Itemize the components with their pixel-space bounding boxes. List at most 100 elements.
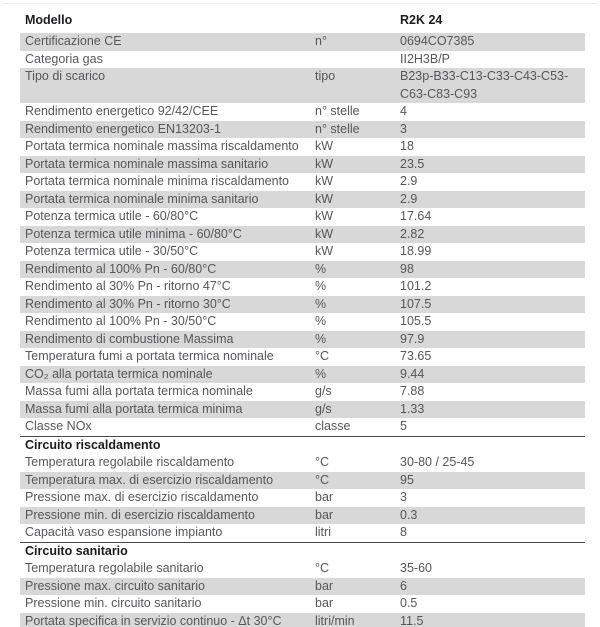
spec-label: Rendimento di combustione Massima: [25, 331, 234, 346]
spec-value: 105.5: [400, 314, 432, 328]
spec-label: Tipo di scarico: [25, 69, 106, 83]
spec-unit: kW: [315, 139, 334, 153]
spec-value: 97.9: [400, 331, 425, 346]
spec-value: 2.9: [400, 191, 418, 206]
table-row: Temperatura regolabile sanitario °C 35-60: [20, 560, 585, 578]
spec-label: Capacità vaso espansione impianto: [25, 525, 223, 539]
table-row: Portata termica nominale minima riscalda…: [20, 173, 585, 191]
spec-label: Pressione min. circuito sanitario: [25, 596, 202, 610]
spec-unit: n°: [315, 34, 327, 48]
spec-unit: °C: [315, 349, 330, 363]
spec-label: CO₂ alla portata termica nominale: [25, 366, 213, 381]
spec-unit: [315, 51, 400, 69]
spec-unit: g/s: [315, 384, 332, 398]
spec-unit: kW: [315, 174, 334, 188]
spec-label: Rendimento al 30% Pn - ritorno 47°C: [25, 279, 231, 293]
spec-label: Temperatura regolabile sanitario: [25, 561, 204, 575]
spec-value: 101.2: [400, 279, 432, 293]
spec-label: Certificazione CE: [25, 34, 122, 48]
spec-value: 17.64: [400, 209, 432, 223]
spec-unit: n° stelle: [315, 121, 360, 136]
spec-value: 9.44: [400, 366, 425, 381]
table-row: Rendimento energetico 92/42/CEE n° stelle…: [20, 103, 585, 121]
spec-unit: bar: [315, 507, 334, 522]
table-row: Pressione max. di esercizio riscaldament…: [20, 489, 585, 507]
spec-label: Temperatura max. di esercizio riscaldame…: [25, 472, 274, 487]
spec-label: Temperatura fumi a portata termica nomin…: [25, 349, 274, 363]
spec-unit: %: [315, 279, 327, 293]
spec-unit: °C: [315, 561, 330, 575]
spec-label: Pressione max. di esercizio riscaldament…: [25, 490, 259, 504]
section-header-row: Circuito riscaldamento: [20, 435, 585, 455]
spec-value: 1.33: [400, 401, 425, 416]
table-row: Pressione min. di esercizio riscaldament…: [20, 506, 585, 524]
table-row: Pressione max. circuito sanitario bar 6: [20, 577, 585, 595]
spec-label: Rendimento al 30% Pn - ritorno 30°C: [25, 296, 231, 311]
header-spacer: [315, 11, 400, 30]
spec-label: Massa fumi alla portata termica nominale: [25, 384, 253, 398]
spec-rows: Certificazione CE n° 0694CO7385 Categoria g…: [20, 33, 585, 627]
spec-label: Temperatura regolabile riscaldamento: [25, 455, 235, 469]
spec-label: Rendimento energetico EN13203-1: [25, 121, 221, 136]
table-row: Portata termica nominale massima riscald…: [20, 138, 585, 156]
table-row: Rendimento al 30% Pn - ritorno 30°C% 107.…: [20, 295, 585, 313]
spec-label: Rendimento energetico 92/42/CEE: [25, 104, 219, 118]
spec-value: II2H3B/P: [400, 51, 451, 66]
spec-unit: kW: [315, 226, 334, 241]
spec-label: Portata termica nominale minima riscalda…: [25, 174, 289, 188]
spec-unit: n° stelle: [315, 104, 360, 118]
spec-value: 11.5: [400, 613, 424, 627]
section-title: Circuito sanitario: [25, 543, 128, 558]
table-row: Temperatura fumi a portata termica nomin…: [20, 348, 585, 366]
spec-label: Classe NOx: [25, 419, 92, 433]
spec-label: Potenza termica utile - 60/80°C: [25, 209, 199, 223]
spec-unit: kW: [315, 209, 334, 223]
spec-unit: %: [315, 314, 327, 328]
spec-value: 18: [400, 139, 414, 153]
spec-value: 6: [400, 578, 407, 593]
spec-label: Portata termica nominale massima sanitar…: [25, 156, 269, 171]
table-row: Capacità vaso espansione impianto litri 8: [20, 524, 585, 542]
spec-table: Modello R2K 24 Certificazione CE n° 0694CO…: [20, 11, 585, 627]
spec-unit: litri: [315, 525, 331, 539]
spec-value: 2.9: [400, 174, 418, 188]
table-header-row: Modello R2K 24: [20, 11, 585, 30]
spec-unit: °C: [315, 472, 330, 487]
table-row: Temperatura max. di esercizio riscaldame…: [20, 471, 585, 489]
spec-value: 107.5: [400, 296, 432, 311]
model-column-header: Modello: [25, 13, 73, 27]
model-value-header: R2K 24: [400, 13, 443, 27]
section-header-row: Circuito sanitario: [20, 541, 585, 561]
spec-unit: bar: [315, 490, 334, 504]
spec-unit: kW: [315, 244, 334, 258]
spec-unit: %: [315, 366, 327, 381]
table-row: Classe NOx classe 5: [20, 418, 585, 436]
spec-value: 98: [400, 261, 414, 276]
top-rule: [3, 3, 597, 4]
spec-label: Rendimento al 100% Pn - 60/80°C: [25, 261, 217, 276]
spec-value: 0.3: [400, 507, 418, 522]
spec-value: 3: [400, 490, 407, 504]
spec-value: 0.5: [400, 596, 418, 610]
table-row: Massa fumi alla portata termica minima g/…: [20, 400, 585, 418]
spec-unit: %: [315, 261, 327, 276]
spec-value: B23p-B33-C13-C33-C43-C53-C63-C83-C93: [400, 69, 569, 101]
spec-value: 2.82: [400, 226, 425, 241]
table-row: Rendimento di combustione Massima% 97.9: [20, 330, 585, 348]
table-row: Portata specifica in servizio continuo -…: [20, 612, 585, 627]
spec-unit: °C: [315, 455, 330, 469]
spec-unit: kW: [315, 156, 334, 171]
spec-label: Categoria gas: [25, 51, 103, 66]
table-row: Massa fumi alla portata termica nominale…: [20, 383, 585, 401]
table-row: Portata termica nominale massima sanitar…: [20, 155, 585, 173]
spec-unit: classe: [315, 419, 351, 433]
spec-value: 8: [400, 525, 407, 539]
spec-value: 7.88: [400, 384, 425, 398]
table-row: Portata termica nominale minima sanitari…: [20, 190, 585, 208]
spec-value: 5: [400, 419, 407, 433]
section-title: Circuito riscaldamento: [25, 437, 161, 452]
spec-value: 4: [400, 104, 407, 118]
spec-value: 35-60: [400, 561, 432, 575]
spec-label: Potenza termica utile - 30/50°C: [25, 244, 199, 258]
table-row: Rendimento energetico EN13203-1 n° stelle…: [20, 120, 585, 138]
